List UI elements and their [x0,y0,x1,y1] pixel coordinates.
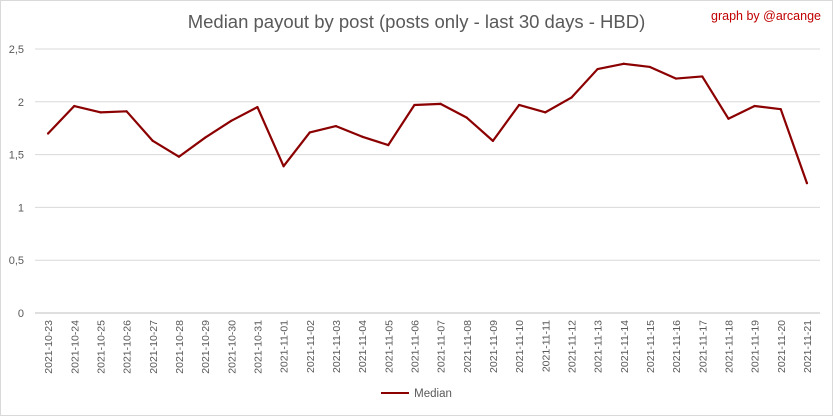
series-line-median [46,62,809,185]
legend: Median [0,388,833,400]
data-point [544,111,547,114]
x-tick-label: 2021-11-08 [462,320,474,373]
x-tick-label: 2021-11-21 [802,320,814,373]
data-point [465,116,468,119]
data-point [622,62,625,65]
x-tick-label: 2021-11-04 [357,320,369,373]
x-tick-label: 2021-11-01 [279,320,291,373]
x-tick-label: 2021-10-31 [252,320,264,374]
data-point [517,103,521,107]
x-tick-label: 2021-11-05 [383,320,395,373]
x-tick-label: 2021-10-26 [122,320,134,374]
data-point [387,143,390,147]
x-tick-label: 2021-11-15 [645,320,657,373]
y-tick-label: 1 [18,202,24,214]
x-tick-label: 2021-11-12 [566,320,578,373]
data-point [256,105,259,109]
x-tick-label: 2021-11-19 [750,320,762,373]
data-point [360,135,364,138]
data-point [570,96,573,99]
x-tick-label: 2021-11-06 [409,320,421,373]
x-tick-label: 2021-10-27 [148,320,160,374]
x-tick-label: 2021-10-28 [174,320,186,374]
x-tick-label: 2021-10-24 [69,320,81,374]
chart-credit: graph by @arcange [711,9,821,23]
legend-swatch-median [381,391,410,395]
y-tick-label: 0,5 [9,255,24,267]
data-point [413,103,416,107]
x-tick-label: 2021-11-11 [540,320,552,372]
y-tick-label: 2,5 [9,44,24,56]
data-point [308,131,311,134]
x-tick-label: 2021-10-30 [226,320,238,374]
y-tick-label: 2 [18,97,24,109]
y-tick-label: 1,5 [9,150,24,162]
x-tick-label: 2021-11-14 [619,320,631,373]
y-tick-label: 0 [18,308,24,320]
gridlines [35,48,820,314]
data-point [282,165,285,168]
x-axis-ticks: 2021-10-23 2021-10-24 2021-10-25 2021-10-26… [43,320,814,374]
x-tick-label: 2021-11-09 [488,320,500,373]
data-point [73,104,76,108]
data-point [125,110,128,113]
data-point [701,75,704,78]
data-point [753,104,756,108]
x-tick-label: 2021-10-25 [95,320,107,374]
x-tick-label: 2021-10-29 [200,320,212,374]
data-point [674,77,678,80]
data-point [203,136,207,139]
data-point [439,102,442,106]
x-tick-label: 2021-11-13 [593,320,605,373]
legend-label-median: Median [414,388,452,400]
x-tick-label: 2021-11-20 [776,320,788,373]
data-point [648,65,652,69]
y-axis-ticks: 0 0,5 1 1,5 2 2,5 [9,44,24,320]
data-point [46,132,50,135]
data-point [805,182,809,185]
x-tick-label: 2021-11-10 [514,320,526,373]
x-tick-label: 2021-11-03 [331,320,343,373]
data-point [151,139,154,142]
x-tick-label: 2021-11-18 [723,320,735,373]
data-point [334,124,338,128]
x-tick-label: 2021-10-23 [43,320,55,374]
data-point [596,67,599,71]
x-tick-label: 2021-11-07 [436,320,448,373]
x-tick-label: 2021-11-17 [697,320,709,373]
x-tick-label: 2021-11-02 [305,320,317,373]
data-point [99,111,102,114]
data-point [779,108,782,111]
data-point [491,139,495,142]
data-point [177,155,181,158]
data-point [230,119,233,122]
x-tick-label: 2021-11-16 [671,320,683,373]
series-layer [46,62,809,185]
chart-title: Median payout by post (posts only - last… [187,11,646,32]
data-point [727,117,730,120]
